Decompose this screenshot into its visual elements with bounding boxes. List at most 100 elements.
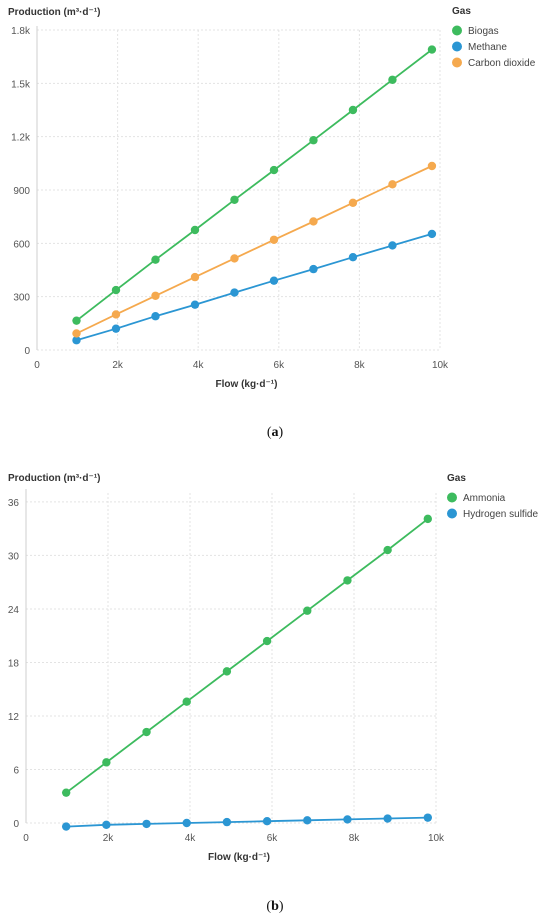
chart-0-y-axis-label: Production (m³·d⁻¹) xyxy=(8,7,100,18)
chart-0-x-tick-label: 8k xyxy=(354,360,366,371)
chart-1-data-point xyxy=(182,818,191,828)
chart-0-data-point xyxy=(348,198,358,207)
chart-0-y-tick-label: 1.2k xyxy=(11,133,31,144)
chart-0-y-tick-label: 0 xyxy=(24,346,30,357)
chart-0-data-point xyxy=(309,136,318,145)
chart-1-data-point xyxy=(343,815,352,824)
chart-1-x-tick-label: 6k xyxy=(267,833,279,844)
chart-1-legend-entry: Hydrogen sulfide xyxy=(463,509,538,520)
chart-0-data-point xyxy=(309,264,318,274)
chart-1-y-tick-label: 12 xyxy=(8,712,20,723)
chart-0-data-point xyxy=(111,285,121,295)
chart-0-legend-marker xyxy=(452,57,462,68)
chart-1-data-point xyxy=(303,816,312,825)
chart-b: Production (m³·d⁻¹) 0 6 12 18 24 30 36 0 2k 4k 6k 8k… xyxy=(8,473,539,863)
chart-0-data-point xyxy=(72,329,81,338)
chart-0-data-point xyxy=(348,105,358,115)
chart-0-y-tick-label: 600 xyxy=(13,239,30,250)
chart-0-legend-marker xyxy=(452,41,462,52)
chart-1-y-tick-label: 6 xyxy=(13,765,19,776)
chart-1-data-point xyxy=(383,545,392,555)
chart-0-data-point xyxy=(309,217,318,226)
chart-1-data-point xyxy=(423,514,432,524)
chart-1-data-point xyxy=(222,817,232,827)
chart-0-x-tick-label: 6k xyxy=(274,360,286,371)
chart-1-data-point xyxy=(343,576,352,585)
chart-0-data-point xyxy=(230,254,239,263)
chart-1-data-point xyxy=(303,606,312,615)
chart-0-data-point xyxy=(269,235,279,244)
chart-1-legend-entry: Ammonia xyxy=(463,493,506,504)
chart-1-data-point xyxy=(383,814,392,823)
chart-1-x-tick-label: 0 xyxy=(23,833,29,844)
chart-1-y-tick-label: 18 xyxy=(8,658,20,669)
caption-b: (b) xyxy=(266,899,284,914)
chart-1-y-tick-label: 0 xyxy=(13,819,19,830)
chart-1-x-axis-label: Flow (kg·d⁻¹) xyxy=(208,852,270,863)
chart-0-data-point xyxy=(427,161,437,171)
chart-0-series-line-2 xyxy=(76,165,433,335)
chart-0-x-tick-label: 4k xyxy=(193,360,205,371)
chart-0-x-tick-label: 0 xyxy=(34,360,40,371)
chart-1-data-point xyxy=(61,822,71,831)
chart-0-y-tick-label: 1.8k xyxy=(11,26,31,37)
chart-1-data-point xyxy=(61,788,71,797)
chart-1-x-tick-label: 4k xyxy=(185,833,197,844)
chart-0-data-point xyxy=(348,253,358,262)
chart-0-y-tick-label: 900 xyxy=(13,186,30,197)
chart-0-data-point xyxy=(269,165,279,175)
chart-1-x-tick-label: 10k xyxy=(428,833,445,844)
chart-0-data-point xyxy=(388,241,397,250)
chart-1-series-line-0 xyxy=(65,518,429,794)
chart-0-legend-marker xyxy=(452,25,462,36)
chart-1-y-tick-label: 30 xyxy=(8,551,20,562)
chart-1-x-tick-label: 8k xyxy=(349,833,361,844)
chart-0-data-point xyxy=(190,225,200,235)
chart-a: Production (m³·d⁻¹) 0 300 600 900 1.2k 1.5k 1.8… xyxy=(8,6,536,390)
chart-0-legend-entry: Carbon dioxide xyxy=(468,58,536,69)
chart-1-data-point xyxy=(102,758,111,767)
chart-0-legend-entry: Biogas xyxy=(468,26,499,37)
chart-1-y-tick-label: 36 xyxy=(8,498,20,509)
chart-1-data-point xyxy=(262,636,272,646)
chart-0-legend-title: Gas xyxy=(452,6,471,17)
chart-1-data-point xyxy=(142,819,151,829)
chart-1-data-point xyxy=(142,727,151,737)
chart-0-data-point xyxy=(388,180,397,189)
chart-0-series-line-1 xyxy=(76,233,433,342)
chart-0-data-point xyxy=(388,75,397,84)
chart-1-series-line-1 xyxy=(66,816,428,828)
chart-1-data-point xyxy=(262,817,272,826)
chart-1-legend-marker xyxy=(447,508,457,519)
chart-0-data-point xyxy=(111,310,121,319)
chart-0-data-point xyxy=(151,255,160,264)
chart-0-series-line-0 xyxy=(75,48,433,322)
chart-0-data-point xyxy=(230,288,239,297)
chart-0-data-point xyxy=(427,229,437,239)
chart-1-legend-title: Gas xyxy=(447,473,466,484)
chart-0-data-point xyxy=(427,45,437,54)
chart-1-legend-marker xyxy=(447,492,457,503)
chart-1-data-point xyxy=(222,667,232,676)
chart-0-x-axis-label: Flow (kg·d⁻¹) xyxy=(216,379,278,390)
chart-0-data-point xyxy=(190,272,200,282)
chart-0-y-tick-label: 300 xyxy=(13,293,30,304)
chart-0-data-point xyxy=(190,300,200,309)
chart-0-x-tick-label: 2k xyxy=(112,360,124,371)
chart-1-x-tick-label: 2k xyxy=(103,833,115,844)
chart-0-data-point xyxy=(230,195,239,204)
chart-0-legend-entry: Methane xyxy=(468,42,507,53)
chart-0-data-point xyxy=(72,316,81,325)
chart-0-y-tick-label: 1.5k xyxy=(11,79,31,90)
chart-0-data-point xyxy=(151,312,160,321)
chart-1-y-axis-label: Production (m³·d⁻¹) xyxy=(8,473,100,484)
chart-1-data-point xyxy=(182,697,191,706)
caption-a: (a) xyxy=(266,425,284,440)
chart-0-data-point xyxy=(269,276,279,285)
chart-1-data-point xyxy=(423,813,432,822)
chart-1-y-tick-label: 24 xyxy=(8,605,20,616)
chart-1-data-point xyxy=(102,820,111,829)
chart-0-data-point xyxy=(111,324,121,333)
chart-0-data-point xyxy=(151,291,160,300)
chart-0-data-point xyxy=(72,336,81,345)
